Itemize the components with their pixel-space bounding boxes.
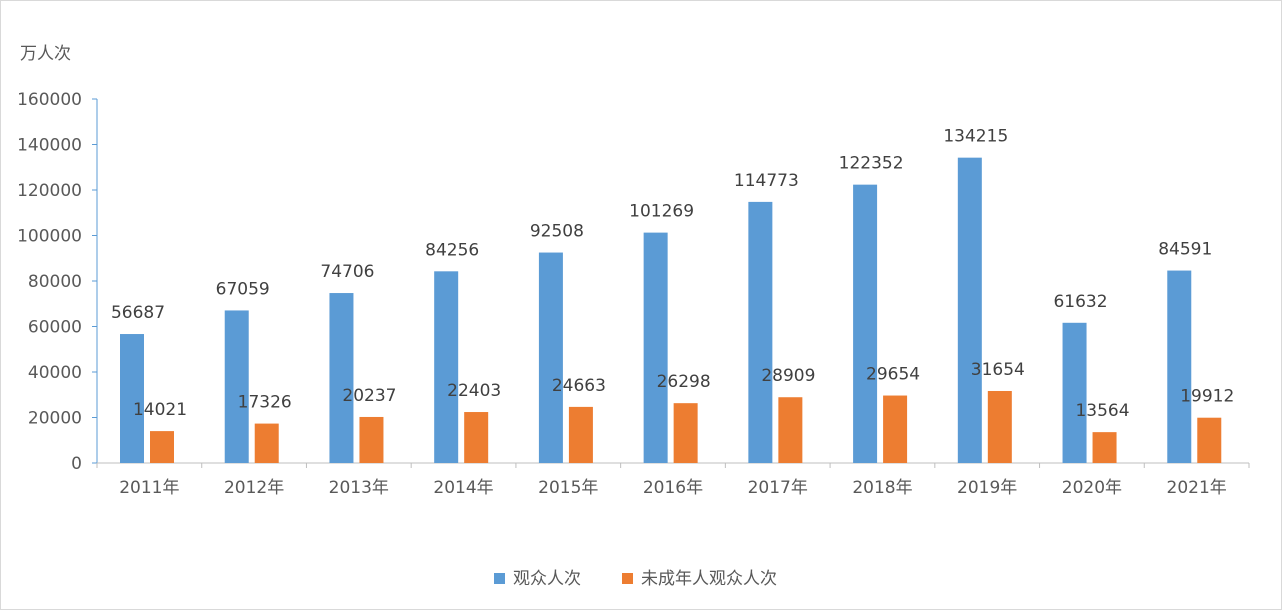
x-category-label: 2012年: [224, 478, 284, 498]
y-tick-label: 100000: [17, 227, 82, 247]
bar-观众人次: [1167, 270, 1192, 463]
data-label: 24663: [552, 376, 606, 396]
bar-未成年人观众人次: [254, 423, 279, 463]
bar-观众人次: [643, 232, 668, 463]
data-label: 13564: [1075, 401, 1129, 421]
x-category-label: 2017年: [748, 478, 808, 498]
bar-未成年人观众人次: [673, 403, 698, 463]
x-category-label: 2020年: [1062, 478, 1122, 498]
legend-swatch: [622, 573, 633, 584]
data-label: 26298: [657, 372, 711, 392]
bar-观众人次: [957, 157, 982, 463]
data-label: 20237: [342, 386, 396, 406]
data-label: 84256: [425, 240, 479, 260]
data-label: 114773: [734, 171, 799, 191]
data-label: 29654: [866, 365, 920, 385]
y-tick-label: 40000: [28, 363, 82, 383]
bar-未成年人观众人次: [359, 416, 384, 463]
data-label: 61632: [1053, 292, 1107, 312]
data-label: 31654: [971, 360, 1025, 380]
bar-未成年人观众人次: [1092, 432, 1117, 463]
bar-观众人次: [1062, 322, 1087, 463]
x-category-label: 2018年: [852, 478, 912, 498]
bar-未成年人观众人次: [987, 390, 1012, 463]
bar-观众人次: [748, 201, 773, 463]
data-label: 14021: [133, 400, 187, 420]
bar-未成年人观众人次: [464, 412, 489, 463]
x-category-label: 2016年: [643, 478, 703, 498]
bar-观众人次: [853, 184, 878, 463]
data-label: 92508: [530, 222, 584, 242]
bar-观众人次: [224, 310, 249, 463]
bar-未成年人观众人次: [778, 397, 803, 463]
y-axis-unit-label: 万人次: [20, 44, 71, 64]
bar-观众人次: [434, 271, 459, 463]
x-category-label: 2011年: [119, 478, 179, 498]
x-category-label: 2019年: [957, 478, 1017, 498]
y-tick-label: 0: [71, 454, 82, 474]
y-tick-label: 20000: [28, 409, 82, 429]
data-label: 19912: [1180, 387, 1234, 407]
axes: 0 20000 40000 60000 80000 100000 120000 140000 1…: [17, 90, 1250, 498]
bar-未成年人观众人次: [1197, 417, 1222, 463]
x-category-label: 2014年: [433, 478, 493, 498]
data-label: 67059: [216, 279, 270, 299]
bar-观众人次: [120, 334, 144, 463]
x-category-label: 2015年: [538, 478, 598, 498]
data-label: 101269: [629, 202, 694, 222]
data-labels: 56687 14021 67059 17326 74706 20237 84256 22403…: [111, 127, 1234, 421]
data-label: 84591: [1158, 240, 1212, 260]
data-label: 22403: [447, 381, 501, 401]
data-label: 74706: [320, 262, 374, 282]
data-label: 56687: [111, 303, 165, 323]
bar-观众人次: [329, 293, 354, 463]
y-tick-label: 60000: [28, 318, 82, 338]
y-tick-label: 140000: [17, 136, 82, 156]
y-tick-label: 80000: [28, 272, 82, 292]
bar-观众人次: [538, 252, 563, 463]
legend: 观众人次 未成年人观众人次: [494, 569, 777, 589]
y-tick-label: 120000: [17, 181, 82, 201]
x-category-label: 2013年: [329, 478, 389, 498]
data-label: 17326: [238, 393, 292, 413]
bars: [120, 157, 1222, 463]
bar-未成年人观众人次: [568, 406, 593, 463]
legend-label: 观众人次: [513, 569, 581, 589]
bar-未成年人观众人次: [883, 395, 908, 463]
data-label: 28909: [761, 366, 815, 386]
x-category-label: 2021年: [1167, 478, 1227, 498]
data-label: 122352: [839, 154, 904, 174]
y-tick-label: 160000: [17, 90, 82, 110]
legend-label: 未成年人观众人次: [641, 569, 777, 589]
bar-未成年人观众人次: [150, 431, 174, 463]
legend-swatch: [494, 573, 505, 584]
data-label: 134215: [943, 127, 1008, 147]
